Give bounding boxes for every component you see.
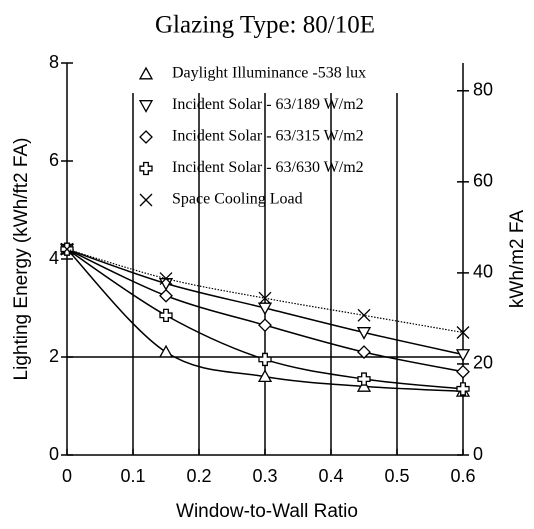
- data-point: [60, 242, 74, 256]
- y-tick-label: 4: [49, 248, 59, 268]
- x-tick-label: 0.6: [450, 466, 475, 486]
- x-tick-label: 0.2: [186, 466, 211, 486]
- y-tick-label: 2: [49, 346, 59, 366]
- x-tick-label: 0.1: [120, 466, 145, 486]
- y-tick-label: 0: [49, 444, 59, 464]
- x-tick-label: 0.3: [252, 466, 277, 486]
- data-point: [258, 352, 272, 367]
- legend-label: Incident Solar - 63/630 W/m2: [172, 159, 364, 176]
- x-axis-label: Window-to-Wall Ratio: [176, 501, 358, 522]
- data-point: [456, 382, 470, 396]
- y2-tick-label: 60: [473, 171, 493, 191]
- data-point: [258, 318, 272, 333]
- y2-tick-label: 0: [473, 444, 483, 464]
- data-point: [257, 302, 273, 316]
- legend-marker: [138, 100, 154, 113]
- data-point: [356, 379, 372, 392]
- x-tick-label: 0.5: [384, 466, 409, 486]
- data-point: [456, 326, 470, 339]
- data-point: [455, 349, 471, 362]
- data-point: [257, 369, 273, 383]
- x-tick-label: 0.4: [318, 466, 343, 486]
- data-point: [456, 364, 470, 379]
- data-point: [159, 272, 173, 286]
- legend-marker: [139, 161, 153, 176]
- legend-label: Incident Solar - 63/189 W/m2: [172, 96, 364, 113]
- legend-marker: [139, 130, 153, 144]
- data-point: [158, 344, 174, 358]
- data-point: [159, 308, 173, 322]
- y2-tick-label: 40: [473, 262, 493, 282]
- y2-tick-label: 20: [473, 353, 493, 373]
- y-axis-label: Lighting Energy (kWh/ft2 FA): [11, 138, 32, 381]
- y-tick-label: 8: [49, 52, 59, 72]
- legend-marker: [138, 66, 154, 80]
- legend-label: Space Cooling Load: [172, 191, 303, 208]
- data-point: [357, 345, 371, 360]
- y2-axis-label: kWh/m2 FA: [507, 210, 528, 309]
- data-point: [356, 327, 372, 340]
- legend-label: Incident Solar - 63/315 W/m2: [172, 128, 364, 145]
- data-point: [159, 288, 173, 303]
- data-point: [258, 291, 272, 305]
- y-tick-label: 6: [49, 150, 59, 170]
- chart-title: Glazing Type: 80/10E: [155, 12, 375, 39]
- legend-marker: [139, 193, 153, 207]
- legend-label: Daylight Illuminance -538 lux: [172, 65, 366, 82]
- series-line: [66, 248, 464, 393]
- data-point: [357, 372, 371, 386]
- data-point: [357, 308, 371, 322]
- x-tick-label: 0: [62, 466, 72, 486]
- y2-tick-label: 80: [473, 80, 493, 100]
